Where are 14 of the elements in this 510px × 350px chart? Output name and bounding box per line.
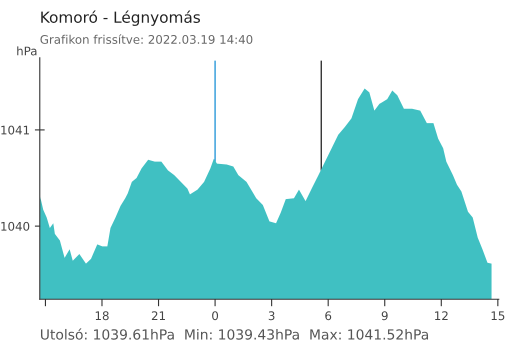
x-tick-label: 3 <box>268 311 274 320</box>
x-tick-label: 18 <box>96 311 109 320</box>
chart-title: Komoró - Légnyomás <box>41 10 200 26</box>
x-tick-label: 21 <box>152 311 165 320</box>
y-tick-label: 1041 <box>1 126 29 135</box>
chart-subtitle: Grafikon frissítve: 2022.03.19 14:40 <box>40 34 252 44</box>
x-tick-label: 6 <box>325 311 332 320</box>
x-tick-label: 0 <box>212 311 218 320</box>
x-tick-label: 9 <box>382 311 388 320</box>
x-tick-label: 15 <box>492 311 504 320</box>
y-tick-label: 1040 <box>1 222 30 231</box>
y-axis-title: hPa <box>17 46 36 56</box>
x-tick-label: 12 <box>435 311 448 320</box>
text: Utolsó: 1039.61hPa Min: 1039.43hPa Max: 1041.52hPa <box>40 328 428 340</box>
